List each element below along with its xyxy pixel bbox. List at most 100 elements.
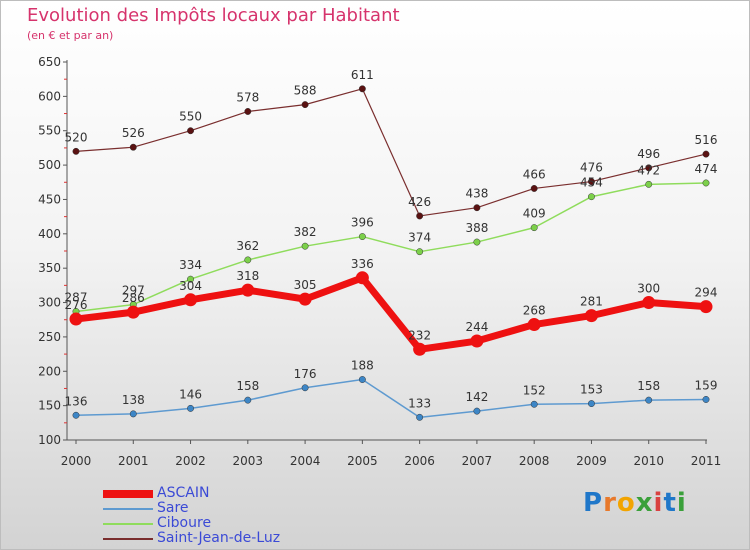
data-label-ascain: 281 (580, 295, 603, 309)
data-label-sare: 158 (637, 379, 660, 393)
series-line-ascain (72, 274, 710, 353)
data-label-saint-jean-de-luz: 476 (580, 161, 603, 175)
data-point-ciboure (588, 193, 595, 201)
legend-item: ASCAIN (103, 486, 323, 501)
data-point-sare (473, 407, 481, 415)
data-point-ascain (584, 309, 598, 323)
data-label-sare: 158 (236, 379, 259, 393)
data-point-ascain (298, 292, 312, 306)
data-point-saint-jean-de-luz (301, 101, 309, 109)
data-label-ascain: 244 (465, 320, 488, 334)
y-tick-label: 400 (38, 227, 61, 241)
y-tick-label: 500 (38, 158, 61, 172)
legend-label: Sare (157, 500, 189, 516)
data-label-saint-jean-de-luz: 611 (351, 68, 374, 82)
logo-letter: i (676, 488, 687, 518)
data-point-ciboure (473, 238, 481, 246)
data-point-sare (187, 404, 194, 412)
data-label-saint-jean-de-luz: 550 (179, 110, 202, 124)
proxiti-logo: Proxiti (583, 488, 687, 518)
data-label-ascain: 286 (122, 291, 145, 305)
data-point-saint-jean-de-luz (72, 147, 80, 155)
series-layer (69, 85, 713, 421)
data-label-sare: 188 (351, 359, 374, 373)
logo-letter: t (663, 488, 677, 518)
data-label-ciboure: 396 (351, 216, 374, 230)
data-point-ascain (642, 296, 656, 310)
legend-item: Saint-Jean-de-Luz (103, 531, 323, 546)
y-tick-label: 550 (38, 124, 61, 138)
data-point-ciboure (244, 256, 252, 264)
data-label-sare: 152 (523, 383, 546, 397)
data-label-ciboure: 454 (580, 176, 603, 190)
data-label-sare: 176 (294, 367, 317, 381)
data-point-ciboure (358, 233, 366, 241)
y-tick-label: 150 (38, 399, 61, 413)
data-label-sare: 138 (122, 393, 145, 407)
data-point-sare (129, 410, 137, 418)
data-point-ciboure (530, 224, 538, 232)
data-point-sare (301, 384, 309, 392)
data-label-saint-jean-de-luz: 496 (637, 147, 660, 161)
data-point-ascain (413, 342, 427, 356)
data-point-saint-jean-de-luz (244, 108, 252, 115)
data-point-sare (244, 396, 252, 404)
logo-letter: o (616, 488, 636, 518)
data-point-sare (416, 413, 424, 421)
data-label-ciboure: 334 (179, 258, 202, 272)
legend-item: Ciboure (103, 516, 323, 531)
chart-title: Evolution des Impôts locaux par Habitant (27, 5, 400, 26)
data-point-ascain (184, 293, 198, 307)
data-point-sare (358, 376, 366, 383)
data-point-saint-jean-de-luz (416, 212, 424, 220)
legend-label: ASCAIN (157, 485, 210, 501)
data-label-saint-jean-de-luz: 438 (465, 187, 488, 201)
data-label-saint-jean-de-luz: 526 (122, 126, 145, 140)
data-label-ciboure: 474 (695, 162, 718, 176)
data-label-saint-jean-de-luz: 466 (523, 167, 546, 181)
logo-letter: x (635, 488, 654, 518)
data-label-ciboure: 374 (408, 231, 431, 245)
data-label-saint-jean-de-luz: 578 (236, 90, 259, 104)
data-point-sare (530, 400, 538, 408)
data-label-sare: 142 (465, 390, 488, 404)
data-point-saint-jean-de-luz (530, 185, 538, 192)
data-point-sare (645, 396, 653, 404)
data-point-ciboure (187, 275, 194, 283)
data-label-ascain: 268 (523, 304, 546, 318)
data-label-ciboure: 388 (465, 221, 488, 235)
data-point-ciboure (416, 248, 424, 256)
y-tick-label: 650 (38, 55, 61, 69)
legend: ASCAIN Sare Ciboure Saint-Jean-de-Luz (103, 486, 323, 546)
data-label-saint-jean-de-luz: 588 (294, 84, 317, 98)
data-label-sare: 146 (179, 387, 202, 401)
data-point-saint-jean-de-luz (645, 164, 653, 172)
legend-swatch (103, 523, 153, 525)
x-tick-label: 2011 (691, 454, 722, 468)
data-label-ciboure: 362 (236, 239, 259, 253)
legend-label: Ciboure (157, 515, 212, 531)
data-point-ascain (699, 300, 713, 314)
x-tick-label: 2010 (633, 454, 664, 468)
data-point-ascain (241, 283, 255, 297)
legend-swatch (103, 538, 153, 540)
data-point-ciboure (645, 180, 653, 188)
x-tick-label: 2004 (290, 454, 321, 468)
y-tick-label: 450 (38, 192, 61, 206)
logo-letter: i (653, 488, 664, 518)
data-label-ascain: 318 (236, 269, 259, 283)
data-point-ciboure (301, 242, 309, 250)
series-line-sare (75, 378, 707, 419)
data-point-saint-jean-de-luz (358, 85, 366, 93)
y-tick-label: 200 (38, 364, 61, 378)
data-label-saint-jean-de-luz: 520 (65, 130, 88, 144)
data-label-sare: 133 (408, 396, 431, 410)
x-tick-label: 2007 (462, 454, 493, 468)
data-point-saint-jean-de-luz (588, 178, 595, 186)
data-label-ascain: 304 (179, 279, 202, 293)
legend-item: Sare (103, 501, 323, 516)
data-label-ascain: 305 (294, 278, 317, 292)
data-label-saint-jean-de-luz: 516 (695, 133, 718, 147)
data-point-ascain (69, 312, 83, 326)
